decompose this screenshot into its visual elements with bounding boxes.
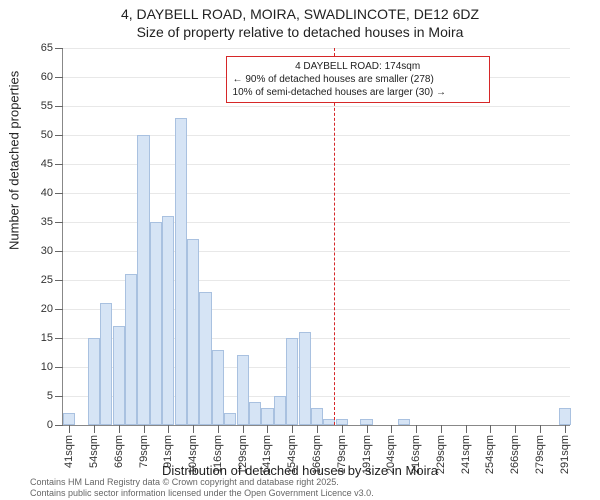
annotation-line-1: ← 90% of detached houses are smaller (27… (233, 73, 483, 86)
footer-line-1: Contains HM Land Registry data © Crown c… (30, 477, 374, 487)
title-block: 4, DAYBELL ROAD, MOIRA, SWADLINCOTE, DE1… (0, 0, 600, 41)
xtick (416, 425, 417, 433)
histogram-bar (125, 274, 137, 425)
histogram-bar (311, 408, 323, 425)
ytick (55, 338, 63, 339)
xtick (144, 425, 145, 433)
xtick-label: 254sqm (484, 435, 496, 474)
histogram-bar (299, 332, 311, 425)
xtick-label: 266sqm (509, 435, 521, 474)
xtick (69, 425, 70, 433)
y-axis-label: Number of detached properties (7, 71, 22, 250)
xtick (317, 425, 318, 433)
ytick (55, 251, 63, 252)
xtick (565, 425, 566, 433)
histogram-bar (187, 239, 199, 425)
xtick (94, 425, 95, 433)
ytick (55, 309, 63, 310)
ytick (55, 106, 63, 107)
ytick-label: 60 (41, 71, 53, 83)
xtick (466, 425, 467, 433)
xtick (391, 425, 392, 433)
ytick-label: 25 (41, 274, 53, 286)
ytick-label: 40 (41, 187, 53, 199)
xtick (193, 425, 194, 433)
title-line-1: 4, DAYBELL ROAD, MOIRA, SWADLINCOTE, DE1… (0, 6, 600, 24)
ytick (55, 193, 63, 194)
ytick-label: 15 (41, 332, 53, 344)
x-axis-label: Distribution of detached houses by size … (162, 463, 438, 478)
xtick (540, 425, 541, 433)
xtick (243, 425, 244, 433)
ytick-label: 5 (47, 390, 53, 402)
xtick-label: 291sqm (559, 435, 571, 474)
ytick (55, 48, 63, 49)
ytick (55, 135, 63, 136)
reference-line (334, 48, 335, 425)
ytick-label: 55 (41, 100, 53, 112)
histogram-bar (286, 338, 298, 425)
ytick (55, 164, 63, 165)
histogram-bar (237, 355, 249, 425)
ytick-label: 35 (41, 216, 53, 228)
histogram-bar (63, 413, 75, 425)
ytick (55, 367, 63, 368)
histogram-bar (137, 135, 149, 425)
histogram-bar (261, 408, 273, 425)
plot-wrap: 051015202530354045505560654 DAYBELL ROAD… (62, 48, 570, 426)
histogram-bar (113, 326, 125, 425)
ytick (55, 425, 63, 426)
annotation-box: 4 DAYBELL ROAD: 174sqm← 90% of detached … (226, 56, 490, 103)
histogram-bar (398, 419, 410, 425)
chart-container: 4, DAYBELL ROAD, MOIRA, SWADLINCOTE, DE1… (0, 0, 600, 500)
histogram-bar (175, 118, 187, 425)
histogram-bar (199, 292, 211, 425)
ytick (55, 77, 63, 78)
xtick (292, 425, 293, 433)
annotation-title: 4 DAYBELL ROAD: 174sqm (233, 60, 483, 73)
histogram-bar (150, 222, 162, 425)
xtick-label: 54sqm (88, 435, 100, 468)
xtick (342, 425, 343, 433)
xtick (119, 425, 120, 433)
xtick (367, 425, 368, 433)
xtick (490, 425, 491, 433)
histogram-bar (162, 216, 174, 425)
xtick (267, 425, 268, 433)
footer-line-2: Contains public sector information licen… (30, 488, 374, 498)
ytick-label: 50 (41, 129, 53, 141)
footer: Contains HM Land Registry data © Crown c… (30, 477, 374, 498)
gridline (63, 48, 570, 49)
xtick-label: 66sqm (113, 435, 125, 468)
ytick-label: 45 (41, 158, 53, 170)
ytick-label: 0 (47, 419, 53, 431)
histogram-bar (100, 303, 112, 425)
ytick (55, 280, 63, 281)
histogram-bar (274, 396, 286, 425)
xtick (441, 425, 442, 433)
histogram-bar (249, 402, 261, 425)
gridline (63, 106, 570, 107)
ytick-label: 65 (41, 42, 53, 54)
title-line-2: Size of property relative to detached ho… (0, 24, 600, 42)
ytick-label: 30 (41, 245, 53, 257)
xtick-label: 79sqm (138, 435, 150, 468)
ytick (55, 396, 63, 397)
xtick (168, 425, 169, 433)
plot-area: 051015202530354045505560654 DAYBELL ROAD… (62, 48, 570, 426)
xtick-label: 279sqm (534, 435, 546, 474)
xtick-label: 241sqm (460, 435, 472, 474)
xtick (218, 425, 219, 433)
ytick-label: 20 (41, 303, 53, 315)
histogram-bar (88, 338, 100, 425)
ytick-label: 10 (41, 361, 53, 373)
annotation-line-2: 10% of semi-detached houses are larger (… (233, 86, 483, 99)
ytick (55, 222, 63, 223)
xtick (515, 425, 516, 433)
xtick-label: 41sqm (63, 435, 75, 468)
histogram-bar (212, 350, 224, 425)
histogram-bar (559, 408, 571, 425)
histogram-bar (224, 413, 236, 425)
